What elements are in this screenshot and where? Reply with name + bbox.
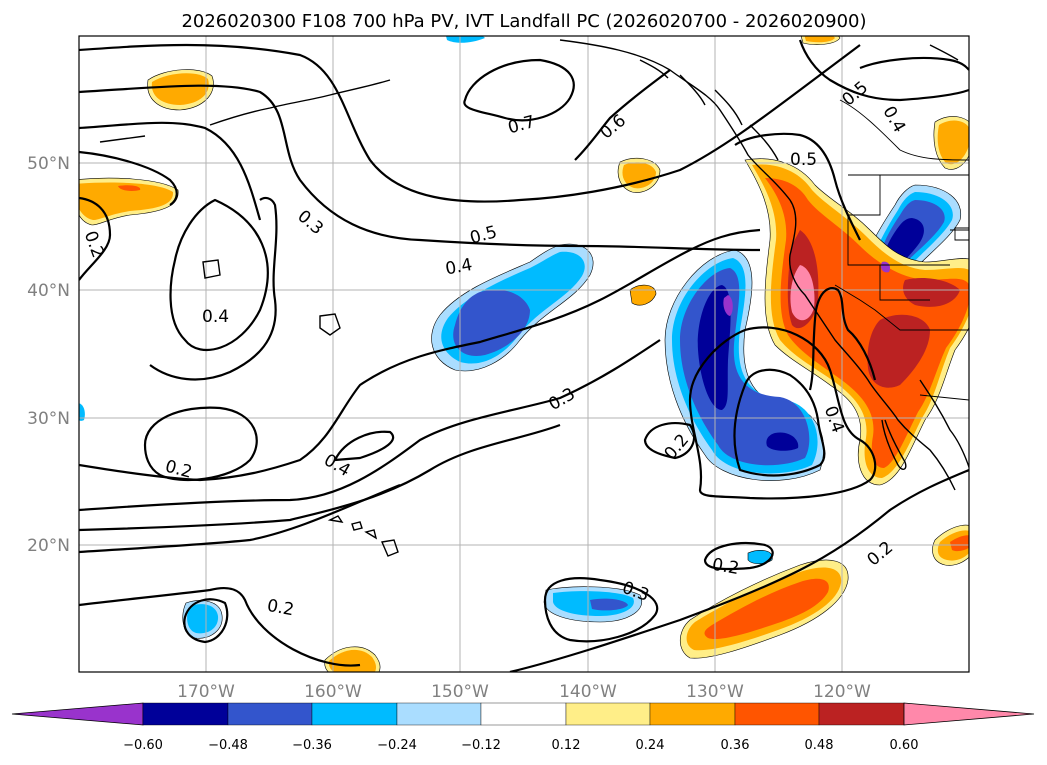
colorbar-tick-label: −0.48 xyxy=(208,738,248,753)
colorbar-tick-label: 0.12 xyxy=(552,738,581,753)
colorbar-extend-min xyxy=(11,702,144,726)
coastlines xyxy=(99,39,969,557)
lat-label: 20°N xyxy=(27,536,70,556)
lon-label: 130°W xyxy=(686,682,744,702)
colorbar-segment xyxy=(311,702,398,726)
map-frame xyxy=(78,35,970,673)
contour-label: 0.4 xyxy=(444,255,474,279)
colorbar-tick-label: 0.60 xyxy=(890,738,919,753)
latitude-labels: 50°N 40°N 30°N 20°N xyxy=(27,154,70,556)
contour-label: 0.2 xyxy=(710,555,740,579)
colorbar-segment xyxy=(480,702,567,726)
colorbar-tick-label: −0.12 xyxy=(461,738,501,753)
shaded-field xyxy=(79,36,969,672)
colorbar-tick-label: −0.60 xyxy=(123,738,163,753)
colorbar-segment xyxy=(142,702,229,726)
lon-label: 150°W xyxy=(431,682,489,702)
colorbar-tick-label: −0.36 xyxy=(292,738,332,753)
map-area: 0.2 0.3 0.4 0.5 0.6 0.7 0.4 0.3 0.2 0.4 … xyxy=(79,36,969,672)
chart-title: 2026020300 F108 700 hPa PV, IVT Landfall… xyxy=(181,11,866,32)
colorbar: −0.60 −0.48 −0.36 −0.24 −0.12 0.12 0.24 … xyxy=(11,702,1035,753)
lon-label: 140°W xyxy=(559,682,617,702)
colorbar-tick-label: −0.24 xyxy=(377,738,417,753)
contour-label: 0.5 xyxy=(790,150,817,170)
graticule xyxy=(79,36,969,672)
lat-label: 40°N xyxy=(27,281,70,301)
colorbar-segment xyxy=(734,702,820,726)
lat-label: 30°N xyxy=(27,409,70,429)
colorbar-segment xyxy=(565,702,651,726)
lon-label: 120°W xyxy=(813,682,871,702)
longitude-labels: 170°W 160°W 150°W 140°W 130°W 120°W xyxy=(177,682,871,702)
contour-label: 0.2 xyxy=(265,596,295,620)
colorbar-segment xyxy=(227,702,313,726)
colorbar-extend-max xyxy=(903,702,1035,726)
colorbar-segment xyxy=(818,702,905,726)
lon-label: 170°W xyxy=(177,682,235,702)
contour-label: 0.4 xyxy=(202,307,229,327)
colorbar-segment xyxy=(396,702,482,726)
colorbar-segment xyxy=(649,702,736,726)
colorbar-tick-label: 0.48 xyxy=(805,738,834,753)
colorbar-tick-label: 0.36 xyxy=(721,738,750,753)
lat-label: 50°N xyxy=(27,154,70,174)
colorbar-tick-label: 0.24 xyxy=(636,738,665,753)
pv-contours xyxy=(79,39,969,672)
lon-label: 160°W xyxy=(304,682,362,702)
